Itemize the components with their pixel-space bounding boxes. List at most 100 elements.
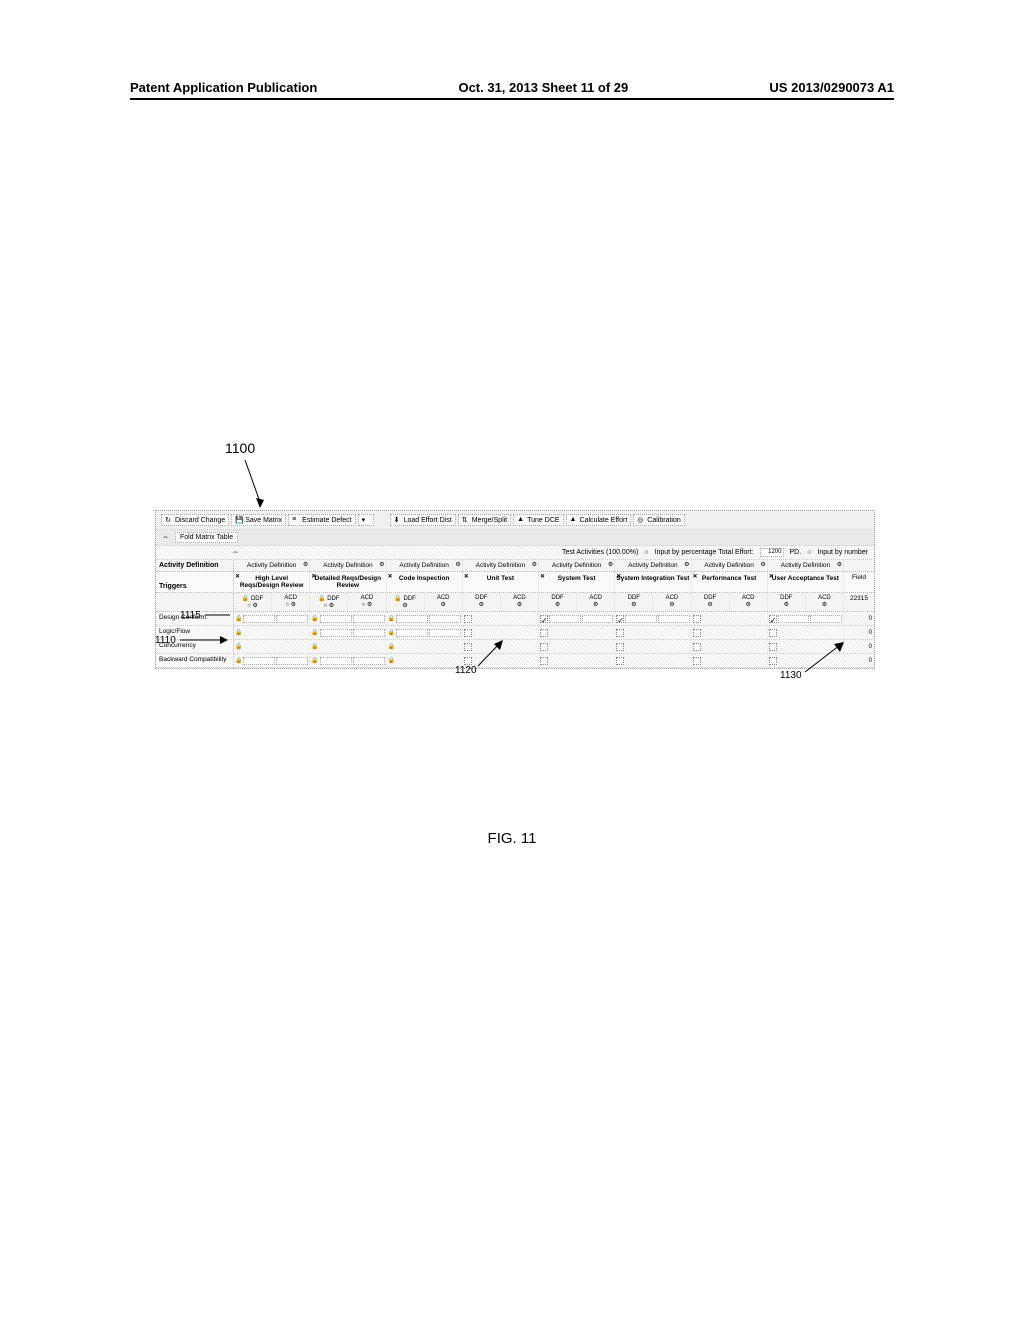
calculate-effort-button[interactable]: ▲ Calculate Effort <box>566 514 632 526</box>
tab-fold-matrix[interactable]: Fold Matrix Table <box>175 532 238 543</box>
lock-icon: 🔒 <box>235 615 242 622</box>
close-icon[interactable]: ✕ <box>388 573 393 580</box>
lock-icon: 🔒 <box>235 657 242 664</box>
tune-dce-button[interactable]: ▲ Tune DCE <box>513 514 563 526</box>
radio-icon[interactable]: ○ <box>807 549 811 556</box>
checkbox[interactable] <box>769 643 777 651</box>
field-value: 0 <box>844 612 874 625</box>
btn-label: Save Matrix <box>245 517 282 524</box>
acd-input[interactable] <box>429 615 461 623</box>
checkbox[interactable] <box>693 615 701 623</box>
gear-icon[interactable]: ⚙ <box>837 561 842 568</box>
gear-icon[interactable]: ⚙ <box>608 561 613 568</box>
lock-icon: 🔒 <box>242 596 249 602</box>
discard-change-button[interactable]: ↻ Discard Change <box>161 514 229 526</box>
checkbox[interactable] <box>693 643 701 651</box>
gear-icon[interactable]: ⚙ <box>532 561 537 568</box>
estimate-defect-button[interactable]: ≡ Estimate Defect <box>288 514 355 526</box>
acd-input[interactable] <box>582 615 614 623</box>
acd-input[interactable] <box>353 629 385 637</box>
close-icon[interactable]: ✕ <box>616 573 621 580</box>
close-icon[interactable]: ✕ <box>464 573 469 580</box>
test-activities-header: ⇔ Test Activities (100.00%) ○ Input by p… <box>156 546 874 560</box>
activity-def-cell[interactable]: Activity Definition⚙ <box>234 560 310 571</box>
trigger-label: Logic/Flow <box>156 626 234 639</box>
merge-split-button[interactable]: ⇅ Merge/Split <box>458 514 511 526</box>
lock-icon: 🔒 <box>235 643 242 650</box>
acd-input[interactable] <box>658 615 690 623</box>
close-icon[interactable]: ✕ <box>693 573 698 580</box>
checkbox[interactable] <box>616 643 624 651</box>
phase-cell: ✕Performance Test <box>692 572 768 592</box>
calibration-button[interactable]: ◎ Calibration <box>633 514 684 526</box>
save-matrix-button[interactable]: 💾 Save Matrix <box>231 514 286 526</box>
ddf-input[interactable] <box>778 615 810 623</box>
acd-input[interactable] <box>353 657 385 665</box>
load-effort-dist-button[interactable]: ⬇ Load Effort Dist <box>390 514 456 526</box>
ref-arrow-icon <box>240 460 270 510</box>
gear-icon[interactable]: ⚙ <box>760 561 765 568</box>
acd-input[interactable] <box>429 629 461 637</box>
activity-def-cell[interactable]: Activity Definition⚙ <box>310 560 386 571</box>
triangle-icon: ▲ <box>570 516 578 524</box>
ddf-input[interactable] <box>320 615 352 623</box>
ddf-input[interactable] <box>320 629 352 637</box>
activity-def-cell[interactable]: Activity Definition⚙ <box>539 560 615 571</box>
gear-icon[interactable]: ⚙ <box>303 561 308 568</box>
checkbox[interactable] <box>540 643 548 651</box>
checkbox[interactable] <box>540 657 548 665</box>
checkbox[interactable] <box>616 657 624 665</box>
lock-icon: 🔒 <box>318 596 325 602</box>
header-center: Oct. 31, 2013 Sheet 11 of 29 <box>458 80 628 95</box>
activity-def-cell[interactable]: Activity Definition⚙ <box>768 560 844 571</box>
lock-icon: 🔒 <box>388 615 395 622</box>
checkbox[interactable] <box>464 643 472 651</box>
ddf-input[interactable] <box>549 615 581 623</box>
ddf-input[interactable] <box>396 615 428 623</box>
activity-def-cell[interactable]: Activity Definition⚙ <box>615 560 691 571</box>
ddf-input[interactable] <box>625 615 657 623</box>
merge-icon: ⇅ <box>462 516 470 524</box>
checkbox[interactable] <box>693 629 701 637</box>
gear-icon[interactable]: ⚙ <box>379 561 384 568</box>
close-icon[interactable]: ✕ <box>769 573 774 580</box>
gear-icon[interactable]: ⚙ <box>684 561 689 568</box>
close-icon[interactable]: ✕ <box>235 573 240 580</box>
lock-icon: 🔒 <box>235 629 242 636</box>
acd-input[interactable] <box>810 615 842 623</box>
checkbox[interactable] <box>464 657 472 665</box>
acd-input[interactable] <box>353 615 385 623</box>
checkbox[interactable] <box>464 629 472 637</box>
btn-label: Merge/Split <box>472 517 507 524</box>
figure-ref-number: 1100 <box>225 440 255 456</box>
activity-def-row: Activity Definition Activity Definition⚙… <box>156 560 874 572</box>
acd-input[interactable] <box>276 615 308 623</box>
ddf-input[interactable] <box>396 629 428 637</box>
ddf-input[interactable] <box>243 657 275 665</box>
activity-def-cell[interactable]: Activity Definition⚙ <box>692 560 768 571</box>
checkbox[interactable]: ✓ <box>616 615 624 623</box>
gear-icon[interactable]: ⚙ <box>455 561 460 568</box>
checkbox[interactable] <box>616 629 624 637</box>
activity-def-cell[interactable]: Activity Definition⚙ <box>387 560 463 571</box>
checkbox[interactable]: ✓ <box>540 615 548 623</box>
checkbox[interactable] <box>693 657 701 665</box>
ddf-input[interactable] <box>243 615 275 623</box>
activity-def-cell[interactable]: Activity Definition⚙ <box>463 560 539 571</box>
phase-cell: ✕User Acceptance Test <box>768 572 844 592</box>
radio-icon[interactable]: ○ <box>644 549 648 556</box>
close-icon[interactable]: ✕ <box>540 573 545 580</box>
acd-input[interactable] <box>276 657 308 665</box>
list-icon: ≡ <box>292 516 300 524</box>
total-effort-input[interactable]: 1200 <box>760 548 784 557</box>
checkbox[interactable] <box>769 629 777 637</box>
checkbox[interactable] <box>540 629 548 637</box>
checkbox[interactable] <box>464 615 472 623</box>
dropdown-button[interactable]: ▾ <box>358 514 374 526</box>
checkbox[interactable]: ✓ <box>769 615 777 623</box>
close-icon[interactable]: ✕ <box>311 573 316 580</box>
ddf-input[interactable] <box>320 657 352 665</box>
checkbox[interactable] <box>769 657 777 665</box>
phase-cell: ✕System Integration Test <box>615 572 691 592</box>
field-value: 0 <box>844 654 874 667</box>
